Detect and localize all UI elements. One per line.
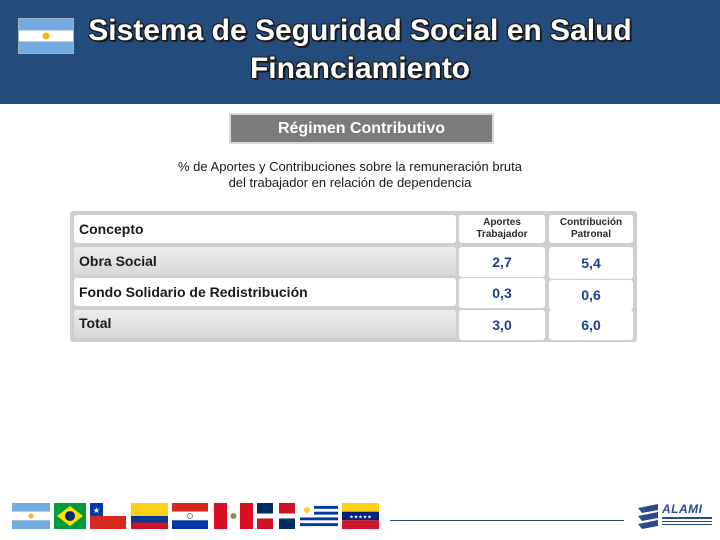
row-contribucion-value: 0,6	[549, 280, 633, 310]
title-line-2: Financiamiento	[249, 52, 471, 85]
svg-text:★★★★★: ★★★★★	[349, 515, 372, 521]
title-line-1: Sistema de Seguridad Social en Salud	[88, 14, 632, 47]
argentina-flag-icon	[18, 18, 74, 54]
subtitle: % de Aportes y Contribuciones sobre la r…	[130, 159, 570, 191]
row-aportes-value: 3,0	[459, 310, 545, 340]
logo-bar-thin	[662, 524, 712, 525]
row-concept: Total	[74, 310, 456, 338]
footer-divider	[390, 520, 624, 521]
page-title: Sistema de Seguridad Social en Salud Fin…	[0, 12, 720, 88]
header-contribucion-line-2: Patronal	[570, 229, 611, 240]
header-contribucion: Contribución Patronal	[549, 215, 633, 243]
argentina-flag-icon	[12, 503, 50, 529]
subtitle-line-1: % de Aportes y Contribuciones sobre la r…	[178, 159, 522, 174]
row-aportes-value: 0,3	[459, 278, 545, 308]
header-aportes-line-1: Aportes	[483, 217, 521, 228]
section-label: Régimen Contributivo	[229, 113, 494, 144]
logo-text: ALAMI	[662, 502, 703, 516]
header-contribucion-line-1: Contribución	[559, 217, 623, 228]
svg-text:★: ★	[93, 506, 100, 515]
peru-flag-icon	[214, 503, 253, 529]
alami-logo-icon	[638, 504, 658, 529]
row-contribucion-value: 6,0	[549, 310, 633, 340]
row-concept: Obra Social	[74, 247, 456, 275]
brazil-flag-icon	[54, 503, 86, 529]
dominican-republic-flag-icon	[257, 503, 295, 529]
venezuela-flag-icon: ★★★★★	[342, 503, 379, 529]
header-bar: Sistema de Seguridad Social en Salud Fin…	[0, 0, 720, 104]
paraguay-flag-icon	[172, 503, 208, 529]
header-aportes-line-2: Trabajador	[476, 229, 528, 240]
logo-bar	[662, 517, 712, 519]
chile-flag-icon: ★	[90, 503, 126, 529]
contributions-table: Concepto Aportes Trabajador Contribución…	[70, 211, 637, 342]
row-contribucion-value: 5,4	[549, 247, 633, 279]
alami-logo: ALAMI	[636, 502, 714, 532]
row-concept: Fondo Solidario de Redistribución	[74, 278, 456, 306]
uruguay-flag-icon	[300, 503, 338, 529]
header-concept: Concepto	[74, 215, 456, 243]
colombia-flag-icon	[131, 503, 168, 529]
subtitle-line-2: del trabajador en relación de dependenci…	[228, 175, 472, 190]
logo-bar-thin	[662, 521, 712, 522]
header-aportes: Aportes Trabajador	[459, 215, 545, 243]
row-aportes-value: 2,7	[459, 247, 545, 277]
